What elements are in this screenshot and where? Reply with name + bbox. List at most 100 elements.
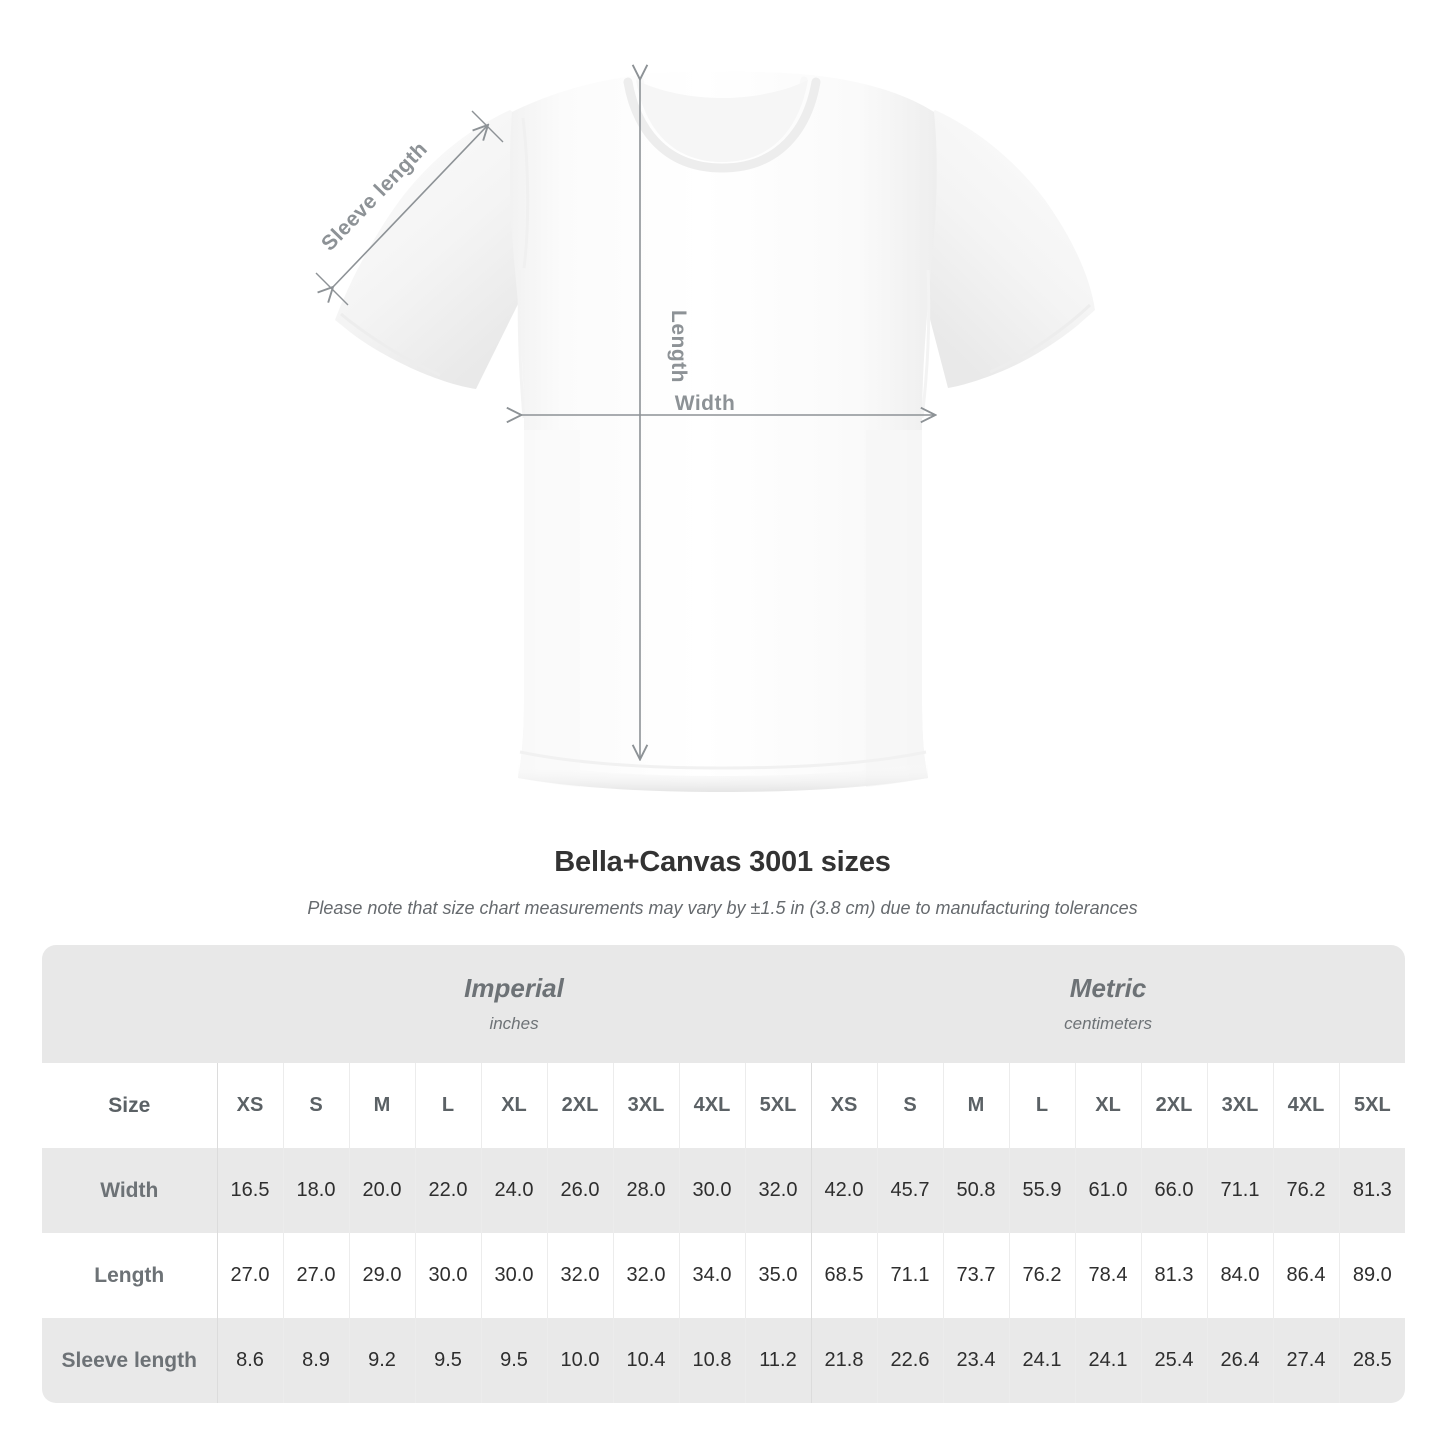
cell-width-imperial-xl: 24.0 <box>480 1148 547 1233</box>
header-size-metric-4xl: 4XL <box>1272 1063 1340 1148</box>
cell-width-metric-4xl: 76.2 <box>1272 1148 1340 1233</box>
tshirt-silhouette <box>335 71 1095 792</box>
header-size-metric-xl: XL <box>1074 1063 1142 1148</box>
header-size-imperial-xl: XL <box>480 1063 547 1148</box>
hem-band <box>518 762 928 792</box>
header-size-imperial-s: S <box>282 1063 349 1148</box>
row-label-length: Length <box>42 1233 217 1318</box>
cell-width-metric-l: 55.9 <box>1008 1148 1076 1233</box>
cell-sleeve-imperial-2xl: 10.0 <box>546 1318 613 1403</box>
size-table-container: Imperial inches Metric centimeters Size … <box>42 945 1406 1403</box>
header-size-metric-5xl: 5XL <box>1338 1063 1406 1148</box>
header-size-metric-2xl: 2XL <box>1140 1063 1208 1148</box>
cell-sleeve-metric-m: 23.4 <box>942 1318 1010 1403</box>
width-label: Width <box>675 392 736 415</box>
chart-heading: Bella+Canvas 3001 sizes Please note that… <box>0 845 1445 920</box>
unit-banner-spacer <box>42 945 217 1063</box>
header-size-imperial-3xl: 3XL <box>612 1063 679 1148</box>
cell-width-metric-xl: 61.0 <box>1074 1148 1142 1233</box>
cell-sleeve-metric-s: 22.6 <box>876 1318 944 1403</box>
right-armhole-seam <box>920 269 931 419</box>
cell-width-metric-3xl: 71.1 <box>1206 1148 1274 1233</box>
header-size-metric-3xl: 3XL <box>1206 1063 1274 1148</box>
table-row-sleeve-length: Sleeve length 8.6 8.9 9.2 9.5 9.5 10.0 1… <box>42 1318 1406 1403</box>
cell-length-imperial-5xl: 35.0 <box>744 1233 812 1318</box>
cell-length-metric-3xl: 84.0 <box>1206 1233 1274 1318</box>
left-shoulder-seam <box>521 117 530 269</box>
cell-length-metric-s: 71.1 <box>876 1233 944 1318</box>
cell-sleeve-metric-l: 24.1 <box>1008 1318 1076 1403</box>
header-size-metric-s: S <box>876 1063 944 1148</box>
unit-banner-row: Imperial inches Metric centimeters <box>42 945 1406 1063</box>
unit-sub-imperial: inches <box>489 1014 539 1034</box>
cell-length-metric-m: 73.7 <box>942 1233 1010 1318</box>
cell-length-imperial-2xl: 32.0 <box>546 1233 613 1318</box>
neck-opening <box>636 80 808 162</box>
cell-sleeve-metric-xl: 24.1 <box>1074 1318 1142 1403</box>
cell-width-imperial-m: 20.0 <box>348 1148 415 1233</box>
cell-sleeve-imperial-m: 9.2 <box>348 1318 415 1403</box>
row-label-width: Width <box>42 1148 217 1233</box>
header-size-imperial-l: L <box>414 1063 481 1148</box>
cell-sleeve-metric-2xl: 25.4 <box>1140 1318 1208 1403</box>
cell-length-imperial-l: 30.0 <box>414 1233 481 1318</box>
table-header-row: Size XS S M L XL 2XL 3XL 4XL 5XL XS S M … <box>42 1063 1406 1148</box>
cell-sleeve-imperial-4xl: 10.8 <box>678 1318 745 1403</box>
left-cuff-fold <box>340 312 441 377</box>
left-sleeve <box>335 110 528 389</box>
cell-width-metric-m: 50.8 <box>942 1148 1010 1233</box>
header-size-metric-xs: XS <box>810 1063 878 1148</box>
cell-length-imperial-xl: 30.0 <box>480 1233 547 1318</box>
cell-length-imperial-4xl: 34.0 <box>678 1233 745 1318</box>
unit-cell-metric: Metric centimeters <box>811 945 1406 1063</box>
cell-width-imperial-xs: 16.5 <box>216 1148 283 1233</box>
right-shoulder-seam <box>919 117 928 269</box>
tolerance-note: Please note that size chart measurements… <box>307 897 1138 918</box>
row-label-sleeve-length: Sleeve length <box>42 1318 217 1403</box>
cell-width-metric-s: 45.7 <box>876 1148 944 1233</box>
header-size-imperial-4xl: 4XL <box>678 1063 745 1148</box>
header-size-imperial-5xl: 5XL <box>744 1063 812 1148</box>
cell-width-imperial-s: 18.0 <box>282 1148 349 1233</box>
tshirt-measurement-diagram: Length Width Sleeve length <box>315 0 1095 792</box>
sleeve-tick-top <box>471 110 504 143</box>
header-size-metric-l: L <box>1008 1063 1076 1148</box>
sleeve-tick-bottom <box>315 272 349 306</box>
left-armhole-seam <box>517 269 526 419</box>
header-size-imperial-m: M <box>348 1063 415 1148</box>
cell-length-imperial-s: 27.0 <box>282 1233 349 1318</box>
right-cuff-fold <box>989 303 1092 374</box>
cell-sleeve-imperial-xs: 8.6 <box>216 1318 283 1403</box>
length-label: Length <box>667 310 690 383</box>
cell-length-metric-5xl: 89.0 <box>1338 1233 1406 1318</box>
cell-sleeve-imperial-3xl: 10.4 <box>612 1318 679 1403</box>
cell-sleeve-imperial-s: 8.9 <box>282 1318 349 1403</box>
cell-width-imperial-3xl: 28.0 <box>612 1148 679 1233</box>
right-sleeve <box>920 110 1095 388</box>
body-left-shade <box>518 430 580 787</box>
cell-width-imperial-5xl: 32.0 <box>744 1148 812 1233</box>
cell-sleeve-metric-4xl: 27.4 <box>1272 1318 1340 1403</box>
cell-length-metric-xl: 78.4 <box>1074 1233 1142 1318</box>
unit-name-metric: Metric <box>1069 972 1147 1003</box>
cell-width-metric-xs: 42.0 <box>810 1148 878 1233</box>
cell-sleeve-imperial-l: 9.5 <box>414 1318 481 1403</box>
cell-sleeve-metric-3xl: 26.4 <box>1206 1318 1274 1403</box>
cell-sleeve-metric-xs: 21.8 <box>810 1318 878 1403</box>
table-row-width: Width 16.5 18.0 20.0 22.0 24.0 26.0 28.0… <box>42 1148 1406 1233</box>
cell-sleeve-imperial-5xl: 11.2 <box>744 1318 812 1403</box>
tshirt-body <box>509 71 937 791</box>
page-title: Bella+Canvas 3001 sizes <box>554 846 891 878</box>
cell-width-imperial-4xl: 30.0 <box>678 1148 745 1233</box>
header-size-imperial-2xl: 2XL <box>546 1063 613 1148</box>
cell-length-imperial-m: 29.0 <box>348 1233 415 1318</box>
table-row-length: Length 27.0 27.0 29.0 30.0 30.0 32.0 32.… <box>42 1233 1406 1318</box>
hem-stitch <box>519 750 927 770</box>
unit-cell-imperial: Imperial inches <box>217 945 812 1063</box>
cell-length-imperial-3xl: 32.0 <box>612 1233 679 1318</box>
cell-length-metric-xs: 68.5 <box>810 1233 878 1318</box>
header-size-imperial-xs: XS <box>216 1063 283 1148</box>
sleeve-arrow <box>332 126 487 288</box>
header-size-label: Size <box>42 1063 217 1148</box>
